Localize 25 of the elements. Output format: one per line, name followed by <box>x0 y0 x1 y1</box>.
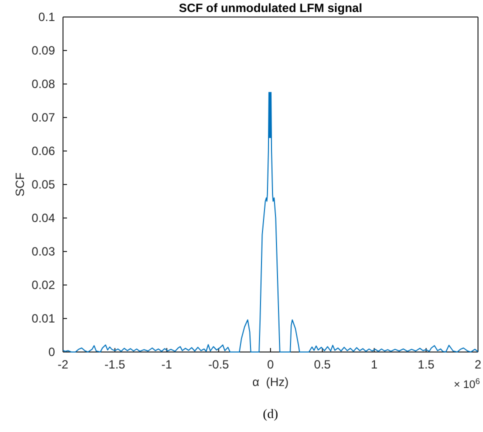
x-tick-label: 1 <box>370 358 378 372</box>
text: (d) <box>262 406 278 421</box>
y-tick-label: 0.04 <box>32 210 56 225</box>
y-tick-label: 0.06 <box>32 144 56 158</box>
y-tick-label: 0 <box>48 344 56 359</box>
x-tick-label: -0.5 <box>208 358 230 372</box>
x-tick-label: 2 <box>474 358 482 372</box>
y-tick-label: 0.02 <box>32 278 56 292</box>
y-axis-title: SCF <box>13 172 27 196</box>
y-tick-label: 0.08 <box>32 76 56 91</box>
x-axis-title: α (Hz) <box>252 375 289 389</box>
y-tick-label: 0.07 <box>32 110 56 124</box>
y-tick-label: 0.1 <box>38 10 56 24</box>
x-tick-label: 0 <box>267 358 274 372</box>
x-tick-label: 0.5 <box>314 358 332 372</box>
y-tick-label: 0.01 <box>32 311 56 326</box>
text: × 10$^{6}$ <box>454 376 480 391</box>
x-tick-label: -1.5 <box>104 358 126 372</box>
x-tick-label: -2 <box>58 358 69 372</box>
y-tick-label: 0.09 <box>32 43 56 58</box>
x-tick-label: 1.5 <box>418 358 435 372</box>
x-tick-label: -1 <box>161 358 172 372</box>
y-tick-label: 0.03 <box>32 244 56 258</box>
y-tick-label: 0.05 <box>32 177 56 192</box>
chart-title: SCF of unmodulated LFM signal <box>178 1 362 15</box>
